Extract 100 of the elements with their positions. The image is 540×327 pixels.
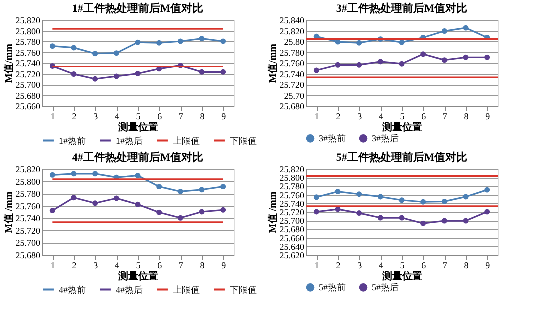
x-tick-label: 6 — [422, 260, 427, 270]
y-tick-label: 25.760 — [16, 201, 41, 212]
x-tick-label: 8 — [200, 112, 206, 122]
point — [420, 52, 426, 58]
legend-label: 下限值 — [230, 284, 257, 295]
point — [114, 74, 120, 80]
y-tick-label: 25.80 — [284, 37, 305, 47]
point — [314, 209, 320, 215]
point — [335, 206, 341, 212]
point — [463, 54, 469, 60]
point — [220, 69, 226, 75]
x-tick-label: 8 — [464, 260, 470, 270]
point — [442, 58, 448, 64]
point — [199, 69, 205, 75]
x-tick-label: 4 — [114, 112, 120, 122]
point — [92, 200, 98, 206]
x-tick-label: 3 — [94, 112, 99, 122]
x-axis-title: 测量位置 — [382, 270, 422, 282]
x-tick-label: 8 — [464, 112, 470, 122]
point — [178, 188, 184, 194]
y-tick-label: 25.680 — [280, 224, 305, 235]
legend-label: 5#热后 — [372, 282, 399, 293]
point — [199, 187, 205, 193]
x-tick-label: 5 — [400, 112, 406, 122]
x-tick-label: 9 — [486, 260, 491, 270]
y-tick-label: 25.660 — [280, 233, 305, 244]
y-tick-label: 25.780 — [16, 189, 41, 200]
point — [220, 38, 226, 44]
point — [484, 54, 490, 60]
point — [199, 209, 205, 215]
point — [92, 76, 98, 82]
x-tick-label: 6 — [158, 260, 163, 270]
point — [378, 59, 384, 65]
point — [442, 218, 448, 224]
y-tick-label: 25.70 — [284, 90, 305, 101]
point — [463, 194, 469, 200]
point — [378, 194, 384, 200]
y-tick-label: 25.840 — [280, 16, 305, 26]
y-axis-title: M值 /mm — [266, 191, 279, 234]
x-tick-label: 6 — [158, 112, 163, 122]
y-tick-label: 25.680 — [16, 90, 41, 101]
x-tick-label: 2 — [72, 112, 77, 122]
point — [92, 51, 98, 57]
point — [178, 38, 184, 44]
y-tick-label: 25.680 — [16, 250, 41, 260]
legend-label: 1#热前 — [59, 136, 86, 146]
point — [71, 195, 77, 201]
point — [399, 61, 405, 67]
y-tick-label: 25.800 — [16, 26, 41, 36]
y-tick-label: 25.780 — [16, 37, 41, 47]
chart-title: 1#工件热处理前后M值对比 — [72, 2, 204, 15]
y-tick-label: 25.740 — [16, 58, 41, 68]
point — [442, 198, 448, 204]
point — [356, 62, 362, 68]
y-tick-label: 25.720 — [280, 80, 305, 90]
point — [135, 173, 141, 178]
x-axis-title: 测量位置 — [118, 122, 158, 134]
point — [156, 210, 162, 216]
y-axis-title: M值/mm — [2, 43, 15, 83]
x-tick-label: 7 — [442, 260, 448, 270]
x-tick-label: 4 — [378, 260, 384, 270]
x-tick-label: 5 — [136, 260, 142, 270]
point — [314, 68, 320, 74]
y-tick-label: 25.620 — [280, 250, 305, 260]
y-tick-label: 25.740 — [280, 69, 305, 80]
legend-label: 4#热后 — [116, 284, 143, 295]
point — [50, 208, 56, 214]
y-tick-label: 25.820 — [280, 164, 305, 174]
chart-title: 4#工件热处理前后M值对比 — [72, 151, 204, 164]
point — [114, 50, 120, 56]
point — [399, 198, 405, 204]
legend-label: 3#热后 — [372, 134, 399, 144]
point — [92, 171, 98, 177]
x-tick-label: 6 — [422, 112, 427, 122]
point — [484, 209, 490, 215]
x-tick-label: 3 — [358, 260, 363, 270]
legend-label: 上限值 — [173, 284, 200, 295]
point — [199, 36, 205, 42]
point — [399, 40, 405, 46]
point — [135, 202, 141, 208]
x-axis-title: 测量位置 — [382, 122, 422, 134]
x-tick-label: 1 — [314, 112, 320, 122]
legend-label: 5#热前 — [319, 282, 346, 293]
y-tick-label: 25.780 — [280, 48, 305, 58]
legend-label: 下限值 — [230, 136, 257, 146]
y-tick-label: 25.740 — [280, 198, 305, 209]
point — [220, 207, 226, 213]
x-tick-label: 3 — [358, 112, 363, 122]
point — [356, 210, 362, 216]
y-tick-label: 25.760 — [280, 58, 305, 68]
point — [399, 215, 405, 221]
x-tick-label: 9 — [222, 260, 227, 270]
point — [71, 45, 77, 51]
point — [50, 172, 56, 178]
point — [463, 218, 469, 224]
legend-label: 上限值 — [173, 136, 200, 146]
point — [178, 215, 184, 221]
y-tick-label: 25.720 — [16, 69, 41, 80]
x-tick-label: 7 — [178, 112, 184, 122]
point — [378, 215, 384, 221]
